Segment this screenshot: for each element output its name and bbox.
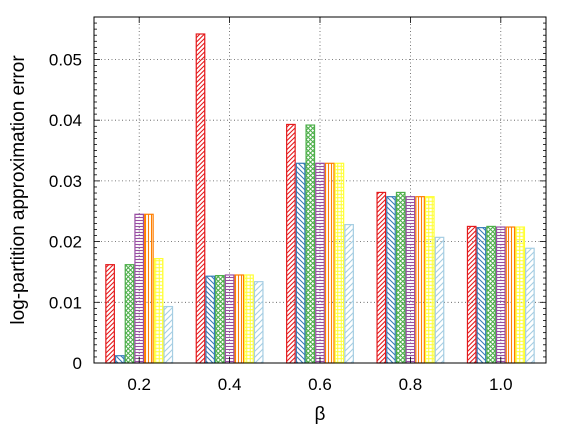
bar: [244, 274, 254, 364]
y-tick-label: 0.02: [49, 233, 82, 252]
x-tick-label: 0.8: [399, 375, 423, 394]
bar: [525, 247, 535, 364]
bar: [124, 264, 135, 364]
y-tick-label: 0.01: [49, 293, 82, 312]
bar: [253, 281, 264, 364]
x-axis-title: β: [315, 404, 326, 425]
bar: [334, 162, 345, 364]
y-tick-label: 0: [73, 354, 82, 373]
x-tick-label: 0.6: [308, 375, 332, 394]
x-tick-label: 0.4: [218, 375, 242, 394]
bar: [505, 226, 516, 364]
y-axis-title: log-partition approximation error: [8, 55, 29, 325]
bar: [205, 275, 216, 364]
x-tick-label: 0.2: [127, 375, 151, 394]
bar: [295, 162, 306, 364]
bar: [424, 196, 435, 364]
bar: [305, 124, 316, 364]
y-tick-label: 0.04: [49, 111, 82, 130]
bar: [495, 226, 506, 364]
bar: [486, 225, 496, 364]
bar: [466, 225, 477, 364]
bar: [386, 196, 396, 364]
bar: [415, 196, 425, 364]
x-axis: 0.2 0.4 0.6 0.8 1.0: [127, 17, 513, 394]
x-tick-label: 1.0: [489, 375, 513, 394]
bar: [224, 274, 235, 364]
y-axis: 0 0.01 0.02 0.03 0.04 0.05: [49, 16, 546, 373]
bar: [376, 191, 387, 364]
bar: [395, 191, 406, 364]
bar: [234, 274, 245, 364]
bar: [153, 257, 164, 364]
bar: [286, 123, 296, 364]
bar: [195, 33, 206, 364]
bar: [515, 226, 526, 364]
bar: [105, 264, 115, 364]
bar: [434, 236, 445, 364]
bar: [215, 274, 225, 364]
bar: [114, 355, 125, 364]
y-tick-label: 0.05: [49, 50, 82, 69]
bar: [315, 162, 325, 364]
bar: [324, 162, 335, 364]
y-tick-label: 0.03: [49, 172, 82, 191]
bar: [344, 224, 354, 364]
bar: [476, 227, 487, 364]
bar: [163, 305, 174, 364]
bar: [134, 213, 145, 364]
bar: [144, 213, 154, 364]
bar: [405, 196, 416, 364]
